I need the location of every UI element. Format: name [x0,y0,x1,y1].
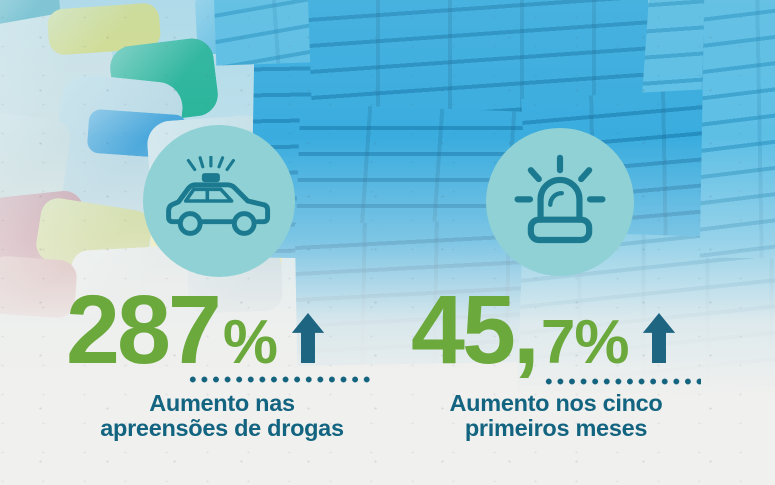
front-wheel [231,211,257,236]
siren-base [527,216,593,244]
up-arrow-icon [291,313,325,363]
stat-caption-drug-seizures: Aumento nas apreensões de drogas [52,390,392,442]
rear-wheel [177,211,203,236]
decimal-and-percent: 7% [540,308,630,377]
siren-badge [486,128,634,276]
siren-icon [514,154,606,244]
police-car-icon [166,156,271,236]
car-windows [183,187,234,203]
stat-value-drug-seizures: 287 % [66,281,325,378]
percent-sign: % [222,308,278,377]
police-car-badge [143,125,295,277]
stat-value-five-months: 45 , 7% [411,281,676,378]
dotted-divider [543,378,701,385]
caption-line: Aumento nos cinco [449,390,663,416]
caption-line: apreensões de drogas [100,415,344,442]
stat-number: 287 [66,275,222,384]
siren-dome [537,176,583,223]
stat-number: 45 [411,275,516,384]
caption-line: Aumento nas [149,390,295,416]
siren-rays [186,156,235,172]
siren-highlight [548,190,564,207]
siren-rays [514,154,606,203]
roof-light [201,173,220,183]
caption-line: primeiros meses [464,415,648,442]
dotted-divider [187,376,375,383]
background-photo [0,0,775,460]
stat-caption-five-months: Aumento nos cinco primeiros meses [386,390,726,442]
decimal-comma: , [512,275,540,384]
up-arrow-icon [643,313,676,363]
